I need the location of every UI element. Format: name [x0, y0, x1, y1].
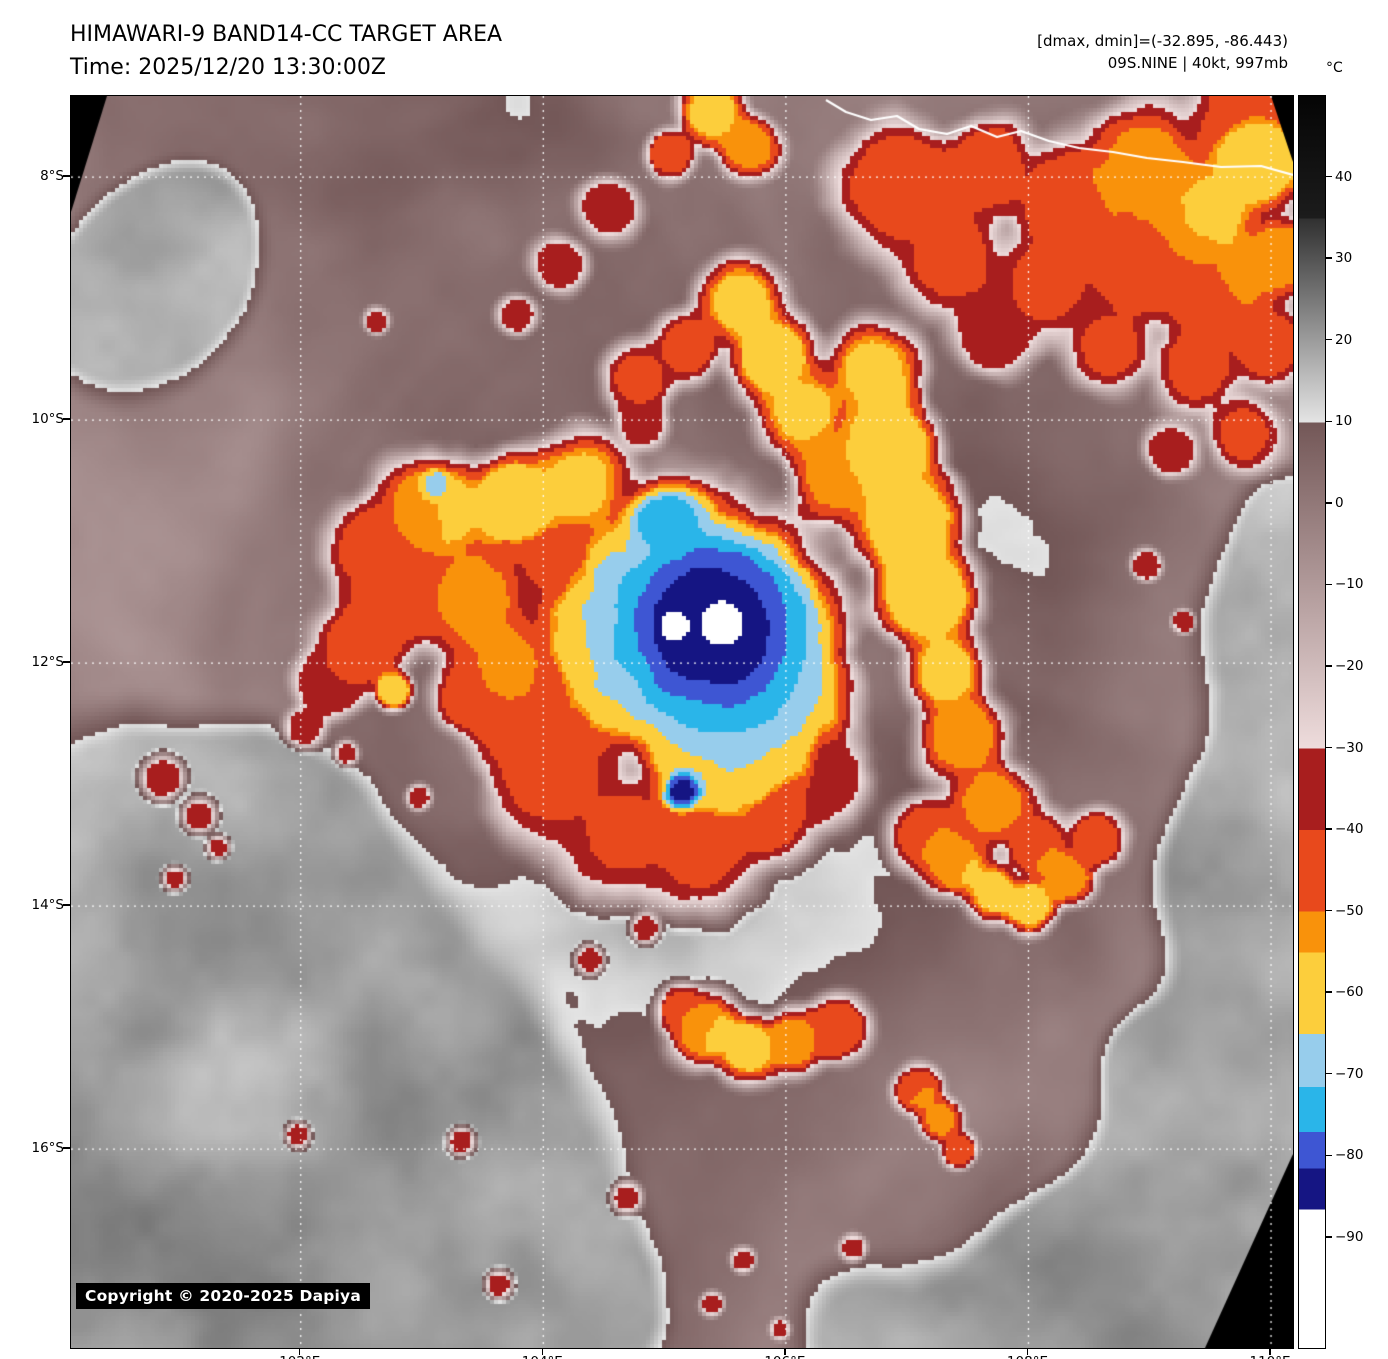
copyright-badge: Copyright © 2020-2025 Dapiya: [76, 1283, 371, 1309]
lon-tick-label: 102°E: [268, 1354, 332, 1359]
temperature-colorbar: [1298, 95, 1326, 1349]
colorbar-tick-label: 20: [1335, 331, 1353, 348]
colorbar-tick-mark: [1326, 502, 1332, 504]
colorbar-tick-label: 30: [1335, 250, 1353, 267]
colorbar-tick-mark: [1326, 665, 1332, 667]
colorbar-tick-mark: [1326, 1154, 1332, 1157]
lon-tick-mark: [784, 1349, 786, 1355]
lat-tick-mark: [63, 904, 70, 906]
lon-tick-label: 108°E: [995, 1354, 1059, 1359]
lon-tick-mark: [1269, 1349, 1271, 1355]
lon-tick-label: 110°E: [1238, 1354, 1302, 1359]
lat-tick-label: 10°S: [31, 411, 65, 428]
colorbar-tick-label: −90: [1335, 1228, 1364, 1245]
colorbar-tick-mark: [1326, 583, 1332, 586]
figure-timestamp: Time: 2025/12/20 13:30:00Z: [70, 55, 386, 80]
lat-tick-mark: [63, 418, 70, 420]
colorbar-tick-label: −70: [1335, 1065, 1364, 1082]
colorbar-tick-mark: [1326, 991, 1332, 993]
map-plot: Copyright © 2020-2025 Dapiya: [70, 95, 1294, 1349]
colorbar-tick-label: −30: [1335, 739, 1364, 756]
colorbar-unit-label: °C: [1326, 60, 1343, 76]
lon-tick-label: 106°E: [753, 1354, 817, 1359]
figure-meta: [dmax, dmin]=(-32.895, -86.443) 09S.NINE…: [1037, 30, 1288, 74]
colorbar-tick-label: 40: [1335, 168, 1353, 185]
colorbar-tick-label: −60: [1335, 984, 1364, 1001]
satellite-image-canvas: [71, 96, 1293, 1348]
colorbar-tick-mark: [1326, 338, 1332, 341]
colorbar-tick-mark: [1326, 257, 1332, 259]
lat-tick-mark: [63, 661, 70, 663]
colorbar-tick-mark: [1326, 420, 1332, 422]
lat-tick-mark: [63, 1147, 70, 1149]
lon-tick-mark: [541, 1349, 543, 1355]
figure-title: HIMAWARI-9 BAND14-CC TARGET AREA: [70, 22, 503, 47]
colorbar-tick-mark: [1326, 175, 1332, 178]
colorbar-tick-mark: [1326, 746, 1332, 749]
colorbar-tick-mark: [1326, 1236, 1332, 1238]
colorbar-tick-mark: [1326, 1073, 1332, 1075]
lat-tick-label: 12°S: [31, 654, 65, 671]
colorbar-tick-label: −80: [1335, 1147, 1364, 1164]
lon-tick-mark: [299, 1349, 301, 1355]
colorbar-tick-label: −20: [1335, 657, 1364, 674]
colorbar-tick-label: −40: [1335, 821, 1364, 838]
lat-tick-label: 14°S: [31, 897, 65, 914]
colorbar-tick-label: 0: [1335, 494, 1344, 511]
colorbar-tick-label: 10: [1335, 413, 1353, 430]
lat-tick-label: 8°S: [40, 168, 64, 185]
lat-tick-mark: [63, 175, 70, 177]
colorbar-tick-mark: [1326, 828, 1332, 830]
lon-tick-label: 104°E: [510, 1354, 574, 1359]
colorbar-tick-mark: [1326, 909, 1332, 912]
lon-tick-mark: [1026, 1349, 1029, 1355]
colorbar-tick-label: −50: [1335, 902, 1364, 919]
dmax-dmin-readout: [dmax, dmin]=(-32.895, -86.443): [1037, 32, 1288, 50]
lat-tick-label: 16°S: [31, 1140, 65, 1157]
colorbar-tick-label: −10: [1335, 576, 1364, 593]
storm-readout: 09S.NINE | 40kt, 997mb: [1107, 54, 1288, 72]
